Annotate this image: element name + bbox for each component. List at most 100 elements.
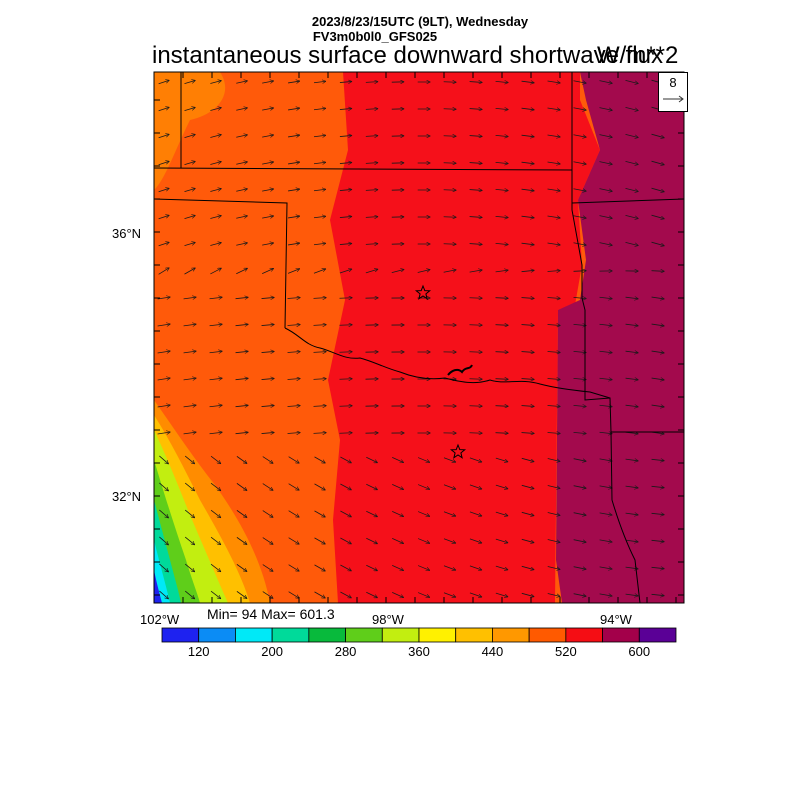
colorbar-swatch [345,627,383,643]
wind-vector-arrow [209,378,223,380]
wind-vector-arrow [443,565,456,571]
field-center [328,72,600,603]
wind-vector-arrow [547,539,561,543]
wind-vector-arrow [392,511,404,516]
wind-vector-arrow [573,539,587,543]
colorbar-label: 360 [408,644,430,659]
wind-vector-arrow [651,486,665,487]
wind-vector-arrow [236,483,247,490]
colorbar-swatch [235,627,273,643]
wind-vector-arrow [599,215,613,219]
colorbar-label: 440 [481,644,504,659]
wind-vector-arrow [547,351,561,352]
wind-vector-arrow [573,80,587,83]
wind-vector-arrow [288,591,300,599]
field-layer [154,72,684,603]
colorbar-swatch [308,627,346,643]
wind-vector-arrow [365,244,378,245]
wind-vector-arrow [184,161,196,166]
wind-vector-arrow [339,352,353,353]
wind-vector-arrow [495,216,509,217]
wind-vector-arrow [521,565,534,569]
wind-vector-arrow [210,189,221,192]
date-line: 2023/8/23/15UTC (9LT), Wednesday [311,14,529,29]
wind-vector-arrow [547,297,561,298]
wind-vector-arrow [184,509,195,518]
colorbar-swatch [161,627,200,643]
wind-vector-arrow [495,352,509,353]
wind-vector-arrow [287,269,300,274]
wind-vector-arrow [625,405,639,407]
wind-vector-arrow [184,536,195,545]
wind-vector-arrow [339,81,352,82]
wind-vector-arrow [599,161,613,165]
wind-vector-arrow [236,510,247,517]
map-title: instantaneous surface downward shortwave… [152,42,663,69]
wind-vector-arrow [521,457,534,461]
wind-vector-arrow [625,134,639,137]
wind-vector-arrow [235,405,249,406]
wind-vector-arrow [443,511,456,517]
wind-vector-arrow [314,537,326,545]
wind-vector-arrow [313,162,326,163]
wind-vector-arrow [262,108,274,110]
wind-vector-arrow [599,134,613,138]
wind-vector-arrow [495,565,508,570]
wind-vector-arrow [366,510,377,518]
wind-vector-arrow [469,190,483,191]
wind-vector-arrow [392,592,404,597]
wind-vector-arrow [625,297,639,299]
wind-vector-arrow [313,135,326,136]
wind-vector-arrow [313,81,326,82]
colorbar-label: 280 [334,644,357,659]
wind-vector-arrow [236,81,247,84]
wind-vector-arrow [469,217,483,218]
ks-ok-border [153,167,573,171]
wind-vector-arrow [313,269,326,274]
wind-vector-arrow [521,162,535,164]
wind-vector-arrow [210,267,221,275]
wind-vector-arrow [469,457,482,462]
colorbar-swatch [602,627,640,643]
wind-vector-arrow [625,459,639,461]
wind-vector-arrow [366,537,377,545]
wind-vector-arrow [340,537,351,545]
colorbar-swatch [198,627,236,643]
wind-vector-arrow [261,405,275,406]
wind-vector-arrow [625,540,639,542]
field-nw-orange [154,72,226,190]
wind-vector-arrow [547,512,561,516]
wind-vector-arrow [287,379,301,380]
min-max-stats: Min= 94 Max= 601.3 [207,606,335,622]
wind-vector-arrow [417,457,430,463]
wind-vector-arrow [262,135,274,137]
lat-label-36n: 36°N [112,226,142,241]
wind-vector-arrow [495,243,509,244]
wind-vector-arrow [262,162,274,164]
wind-vector-arrow [573,107,587,110]
wind-vector-arrow [573,297,587,298]
wind-vector-arrow [392,565,404,570]
wind-vector-arrow [521,406,535,407]
wind-vector-arrow [547,593,561,597]
wind-vector-arrow [547,108,561,110]
wind-vector-arrow [599,107,613,111]
wind-vector-arrow [262,537,273,545]
wind-vector-arrow [288,243,300,245]
wind-vector-arrow [599,351,613,352]
wind-vector-arrow [262,216,274,218]
wind-vector-arrow [625,107,639,110]
reference-vector-value: 8 [669,75,677,90]
wind-vector-arrow [288,537,300,545]
wind-vector-arrow [469,270,483,272]
wind-vector-arrow [159,563,168,572]
wind-vector-arrow [495,135,509,136]
wind-vector-arrow [392,457,404,462]
wind-vector-arrow [209,405,223,407]
wind-vector-arrow [157,324,171,326]
wind-vector-arrow [547,81,561,83]
wind-vector-arrow [158,134,170,139]
wind-vector-arrow [469,163,483,164]
lon-label-94w: 94°W [600,612,632,627]
wind-vector-arrow [651,271,665,272]
